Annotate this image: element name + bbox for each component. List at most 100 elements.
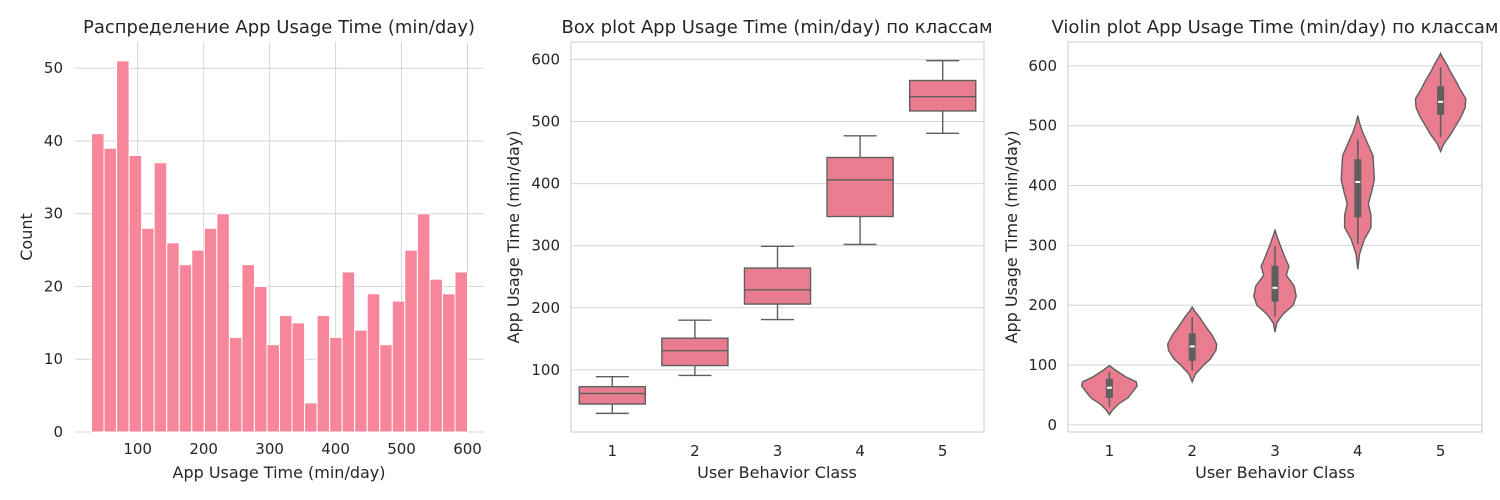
histogram-gridlines [75, 42, 484, 433]
histogram-bar [379, 344, 393, 433]
histogram-bar [90, 133, 105, 433]
violin-title: Violin plot App Usage Time (min/day) по … [1052, 17, 1499, 38]
violin-x-tick-label: 3 [1270, 442, 1280, 460]
histogram-bar [354, 329, 368, 433]
histogram-y-tick-label: 20 [44, 277, 63, 295]
histogram-bar [316, 315, 331, 433]
histogram-bar [416, 213, 431, 433]
histogram-title: Распределение App Usage Time (min/day) [83, 17, 475, 38]
boxplot-x-tick-label: 3 [773, 442, 783, 460]
histogram-x-tick-label: 600 [453, 440, 482, 458]
histogram-bar [441, 293, 456, 433]
violin-y-tick-label: 200 [1028, 296, 1057, 314]
boxplot-panel: Box plot App Usage Time (min/day) по кла… [504, 17, 993, 482]
violin-y-tick-label: 500 [1028, 117, 1057, 135]
histogram-x-tick-label: 400 [321, 440, 350, 458]
histogram-y-axis-label: Count [17, 213, 36, 261]
boxplot-y-tick-label: 300 [531, 237, 560, 255]
violin-group [1080, 364, 1138, 416]
boxplot-x-axis-label: User Behavior Class [697, 463, 857, 482]
violin-x-tick-label: 5 [1436, 442, 1446, 460]
histogram-y-tick-label: 0 [53, 423, 63, 441]
histogram-bar [279, 315, 293, 433]
boxplot-y-tick-label: 100 [531, 361, 560, 379]
histogram-bar [341, 271, 356, 433]
histogram-bar [128, 155, 143, 433]
violin-y-axis-label: App Usage Time (min/day) [1002, 131, 1021, 344]
histogram-bars [90, 60, 469, 433]
boxplot-box [578, 385, 647, 405]
histogram-bar [329, 336, 343, 433]
histogram-bar [141, 227, 155, 433]
histogram-bar [291, 322, 306, 433]
boxplot-axes-frame [570, 41, 985, 433]
histogram-bar [266, 344, 280, 433]
violin-x-tick-label: 1 [1105, 442, 1115, 460]
violin-iqr-bar [1271, 265, 1279, 302]
violin-iqr-bar [1354, 159, 1362, 218]
boxplot-y-tick-label: 200 [531, 299, 560, 317]
boxplot-box-group [908, 59, 977, 134]
boxplot-box [826, 156, 894, 218]
boxplot-x-tick-label: 5 [938, 442, 948, 460]
boxplot-box [908, 79, 977, 112]
histogram-bar [191, 249, 205, 433]
violin-group [1253, 228, 1297, 333]
histogram-bar [391, 300, 406, 433]
histogram-x-tick-label: 500 [387, 440, 416, 458]
violin-group [1340, 115, 1376, 270]
violin-axes-frame [1067, 41, 1483, 433]
boxplot-box-group [578, 376, 647, 415]
histogram-bar [228, 336, 243, 433]
histogram-bar [153, 162, 168, 433]
violin-y-tick-label: 600 [1028, 57, 1057, 75]
histogram-bar [429, 278, 443, 433]
histogram-x-tick-label: 300 [255, 440, 284, 458]
violin-iqr-bar [1437, 86, 1445, 115]
histogram-bar [178, 264, 193, 433]
boxplot-box-group [661, 319, 729, 377]
histogram-y-tick-label: 50 [44, 59, 63, 77]
histogram-y-tick-label: 10 [44, 350, 63, 368]
boxplot-box-group [826, 135, 894, 246]
boxplot-title: Box plot App Usage Time (min/day) по кла… [561, 17, 992, 38]
violin-y-tick-label: 0 [1047, 416, 1057, 434]
histogram-bar [116, 60, 130, 433]
histogram-bar [203, 227, 218, 433]
violin-x-tick-label: 2 [1187, 442, 1197, 460]
violin-panel: Violin plot App Usage Time (min/day) по … [1002, 17, 1498, 482]
violin-group [1414, 51, 1467, 154]
violin-x-axis-label: User Behavior Class [1195, 463, 1355, 482]
histogram-y-tick-label: 30 [44, 205, 63, 223]
boxplot-y-tick-label: 400 [531, 175, 560, 193]
histogram-panel: Распределение App Usage Time (min/day) A… [17, 17, 484, 482]
histogram-x-tick-label: 200 [189, 440, 218, 458]
histogram-bar [366, 293, 381, 433]
boxplot-y-tick-label: 500 [531, 112, 560, 130]
histogram-bar [454, 271, 469, 433]
boxplot-box [661, 337, 729, 367]
violin-y-tick-label: 100 [1028, 356, 1057, 374]
boxplot-x-tick-label: 2 [690, 442, 700, 460]
boxplot-x-tick-label: 4 [855, 442, 865, 460]
violin-group [1166, 305, 1218, 384]
histogram-x-tick-label: 100 [123, 440, 152, 458]
violin-x-tick-label: 4 [1353, 442, 1363, 460]
violin-y-tick-label: 300 [1028, 236, 1057, 254]
violin-y-tick-label: 400 [1028, 177, 1057, 195]
histogram-bar [166, 242, 180, 433]
boxplot-y-axis-label: App Usage Time (min/day) [504, 131, 523, 344]
histogram-bar [241, 264, 255, 433]
boxplot-x-tick-label: 1 [608, 442, 618, 460]
boxplot-box [743, 267, 812, 305]
histogram-bar [216, 213, 230, 433]
histogram-bar [253, 285, 268, 433]
histogram-y-tick-label: 40 [44, 132, 63, 150]
histogram-bar [404, 249, 418, 433]
histogram-bar [103, 147, 118, 433]
boxplot-box-group [743, 245, 812, 321]
boxplot-y-tick-label: 600 [531, 50, 560, 68]
histogram-bar [304, 402, 318, 433]
histogram-x-axis-label: App Usage Time (min/day) [173, 463, 386, 482]
